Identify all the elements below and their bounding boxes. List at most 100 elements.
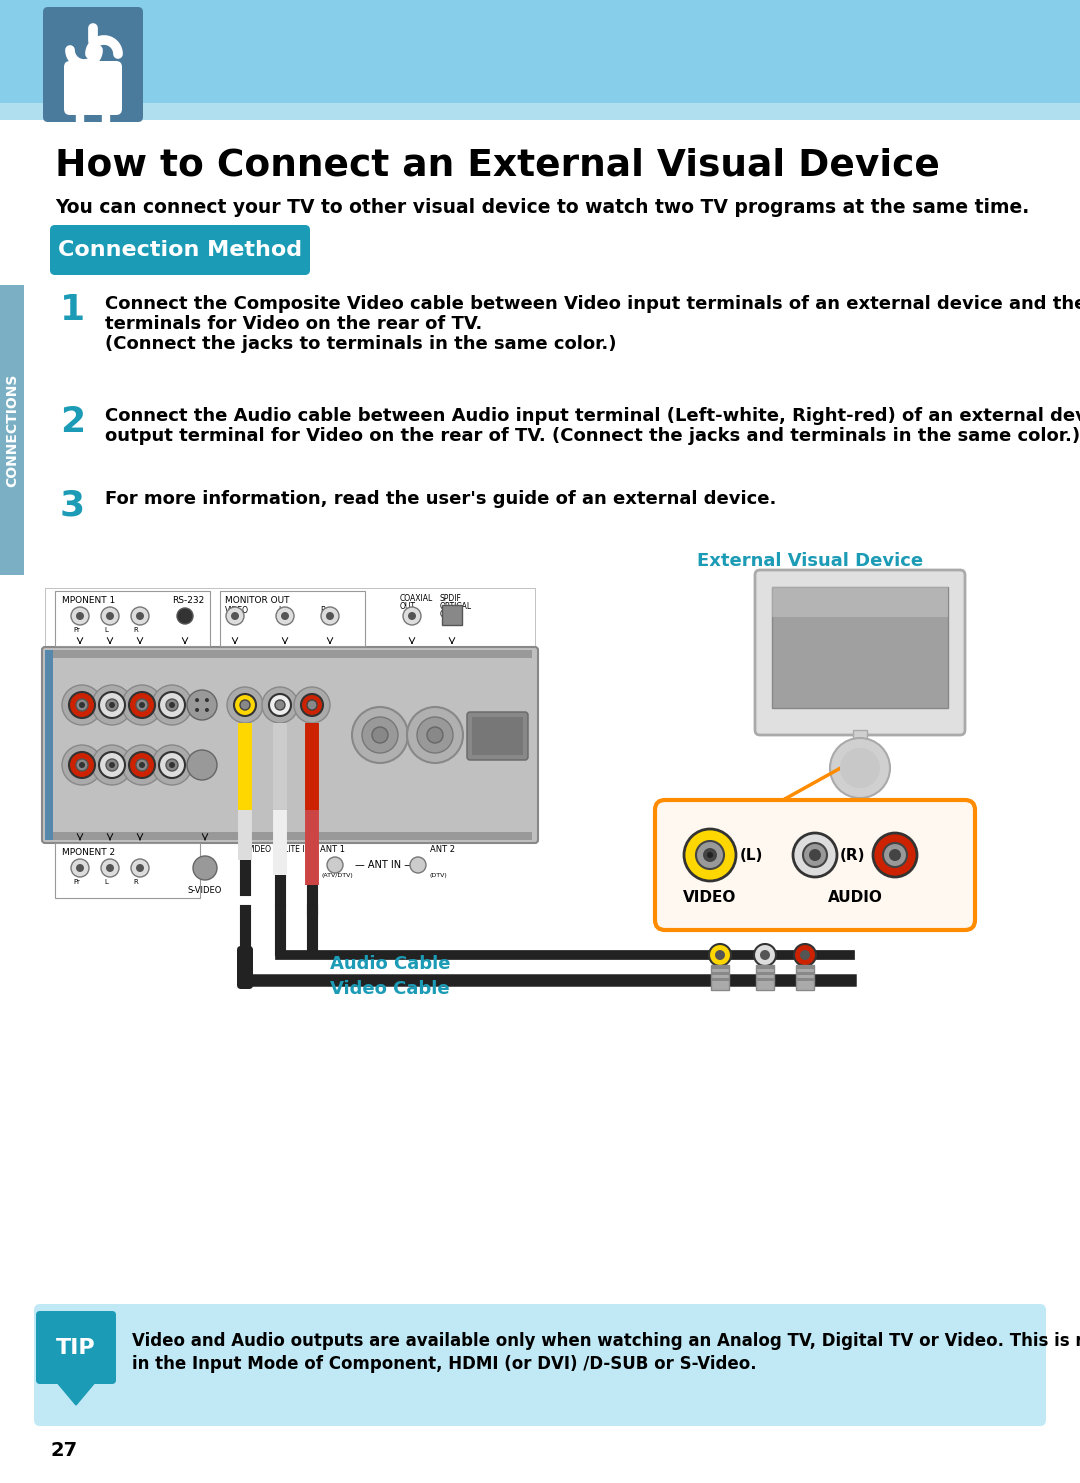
Circle shape — [177, 608, 193, 624]
Circle shape — [321, 607, 339, 624]
FancyBboxPatch shape — [36, 1311, 116, 1384]
Text: 2: 2 — [60, 405, 85, 439]
Circle shape — [102, 607, 119, 624]
Text: OPTICAL: OPTICAL — [440, 602, 472, 611]
Circle shape — [166, 759, 178, 771]
Bar — [45, 650, 53, 839]
Circle shape — [76, 612, 84, 620]
Circle shape — [240, 700, 249, 710]
Circle shape — [106, 612, 114, 620]
Text: S-VIDEO: S-VIDEO — [188, 885, 222, 896]
Circle shape — [168, 762, 175, 768]
Text: Connect the Audio cable between Audio input terminal (Left-white, Right-red) of : Connect the Audio cable between Audio in… — [105, 406, 1080, 426]
Circle shape — [62, 744, 102, 785]
Text: — ANT IN —: — ANT IN — — [355, 860, 414, 871]
Circle shape — [403, 607, 421, 624]
Circle shape — [69, 752, 95, 779]
Bar — [220, 592, 365, 647]
Circle shape — [205, 698, 208, 701]
Circle shape — [136, 865, 144, 872]
Polygon shape — [55, 1381, 97, 1404]
Circle shape — [760, 951, 770, 960]
Text: VIDEO: VIDEO — [684, 890, 737, 905]
Text: RS-232: RS-232 — [172, 596, 204, 605]
Circle shape — [109, 762, 114, 768]
FancyBboxPatch shape — [33, 1304, 1047, 1427]
Circle shape — [889, 848, 901, 862]
Circle shape — [122, 685, 162, 725]
Circle shape — [99, 752, 125, 779]
Bar — [756, 971, 774, 974]
Circle shape — [76, 759, 87, 771]
Bar — [796, 971, 814, 974]
FancyBboxPatch shape — [654, 799, 975, 930]
Bar — [711, 971, 729, 974]
Text: OUT: OUT — [400, 602, 416, 611]
Bar — [472, 716, 523, 755]
Text: VIDEO: VIDEO — [225, 607, 249, 615]
Bar — [853, 730, 867, 759]
Circle shape — [754, 945, 777, 965]
Circle shape — [92, 685, 132, 725]
Circle shape — [106, 759, 118, 771]
Text: Connect the Composite Video cable between Video input terminals of an external d: Connect the Composite Video cable betwee… — [105, 295, 1080, 313]
Circle shape — [708, 945, 731, 965]
Circle shape — [327, 857, 343, 873]
Text: (L): (L) — [740, 847, 764, 863]
Circle shape — [684, 829, 735, 881]
Circle shape — [129, 752, 156, 779]
Text: TIP: TIP — [56, 1338, 96, 1357]
Text: terminals for Video on the rear of TV.: terminals for Video on the rear of TV. — [105, 314, 483, 334]
Text: COAXIAL: COAXIAL — [400, 595, 433, 604]
Text: 3: 3 — [60, 488, 85, 522]
Circle shape — [226, 607, 244, 624]
Circle shape — [168, 701, 175, 707]
Bar — [772, 587, 948, 617]
Text: ANT 1: ANT 1 — [320, 845, 345, 854]
Circle shape — [136, 698, 148, 710]
Bar — [711, 965, 729, 991]
Text: For more information, read the user's guide of an external device.: For more information, read the user's gu… — [105, 489, 777, 509]
Circle shape — [696, 841, 724, 869]
Text: MONITOR OUT: MONITOR OUT — [225, 596, 289, 605]
Circle shape — [408, 612, 416, 620]
Text: 27: 27 — [50, 1441, 77, 1459]
Text: L: L — [278, 607, 282, 615]
Circle shape — [703, 848, 717, 862]
Text: (ATV/DTV): (ATV/DTV) — [322, 873, 354, 878]
Bar — [756, 977, 774, 980]
Circle shape — [76, 865, 84, 872]
Circle shape — [136, 612, 144, 620]
Circle shape — [131, 607, 149, 624]
Text: Pr: Pr — [73, 627, 80, 633]
Circle shape — [809, 848, 821, 862]
Bar — [796, 977, 814, 980]
Circle shape — [92, 744, 132, 785]
Text: LITE IN: LITE IN — [284, 845, 310, 854]
Text: CONNECTIONS: CONNECTIONS — [5, 374, 19, 486]
Circle shape — [139, 762, 145, 768]
Circle shape — [76, 698, 87, 710]
Circle shape — [159, 693, 185, 718]
Circle shape — [131, 859, 149, 876]
Circle shape — [294, 687, 330, 724]
Bar — [48, 832, 532, 839]
Circle shape — [136, 759, 148, 771]
Circle shape — [275, 700, 285, 710]
Circle shape — [195, 707, 199, 712]
Circle shape — [227, 687, 264, 724]
Circle shape — [715, 951, 725, 960]
Text: Audio Cable: Audio Cable — [329, 955, 450, 973]
Circle shape — [166, 698, 178, 710]
FancyBboxPatch shape — [50, 225, 310, 274]
Bar — [796, 965, 814, 991]
Text: Video and Audio outputs are available only when watching an Analog TV, Digital T: Video and Audio outputs are available on… — [132, 1332, 1080, 1350]
Bar — [45, 587, 535, 650]
Text: L: L — [104, 627, 108, 633]
Bar — [756, 965, 774, 968]
Bar — [711, 965, 729, 968]
Circle shape — [71, 859, 89, 876]
Circle shape — [102, 859, 119, 876]
Circle shape — [152, 744, 192, 785]
Circle shape — [301, 694, 323, 716]
